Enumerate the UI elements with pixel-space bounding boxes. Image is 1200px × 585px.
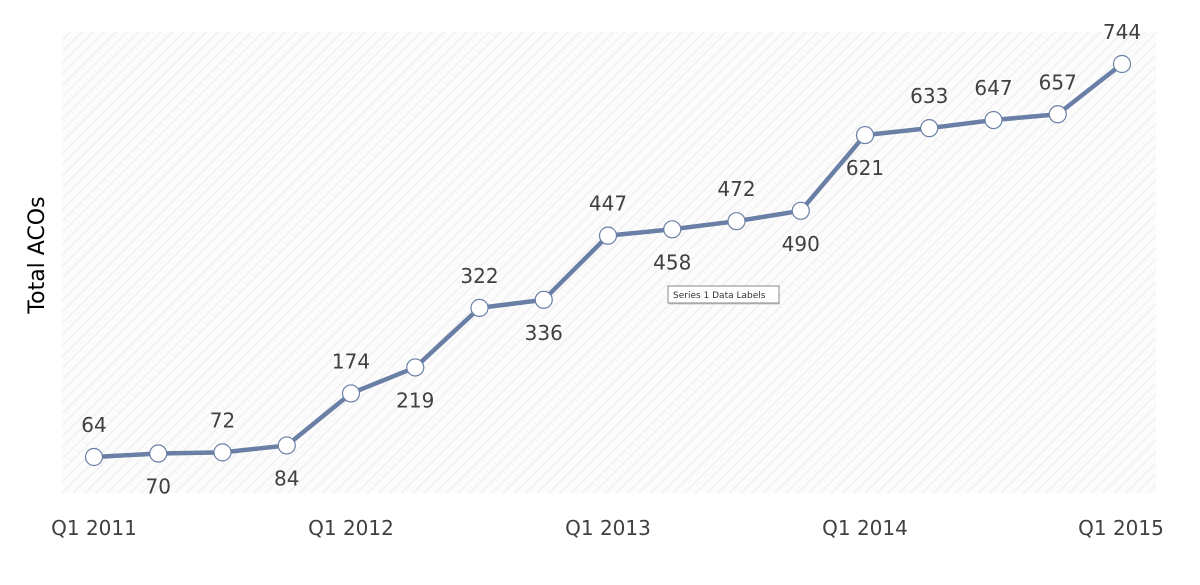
data-point[interactable] (406, 358, 425, 377)
data-point[interactable] (920, 119, 939, 138)
data-point[interactable] (84, 447, 104, 467)
data-point[interactable] (791, 201, 810, 220)
data-label: 219 (396, 388, 434, 412)
data-label: 657 (1039, 70, 1077, 94)
x-axis-ticks: Q1 2011 Q1 2012 Q1 2013 Q1 2014 Q1 2015 (51, 516, 1164, 540)
data-labels-tooltip: Series 1 Data Labels (667, 285, 780, 305)
data-point[interactable] (1112, 54, 1132, 74)
x-tick-label: Q1 2014 (822, 516, 908, 540)
data-label: 72 (210, 408, 235, 432)
data-point[interactable] (727, 212, 746, 231)
data-label: 64 (81, 413, 106, 437)
data-point[interactable] (470, 298, 489, 317)
x-tick-label: Q1 2011 (51, 516, 137, 540)
data-label: 621 (846, 156, 884, 180)
plot-area (62, 32, 1156, 493)
data-point[interactable] (277, 436, 296, 455)
data-label: 336 (525, 321, 563, 345)
data-label: 490 (782, 232, 820, 256)
tooltip-text: Series 1 Data Labels (673, 291, 766, 301)
data-label: 322 (460, 264, 498, 288)
x-tick-label: Q1 2012 (308, 516, 394, 540)
data-label: 84 (274, 466, 299, 490)
data-point[interactable] (663, 220, 682, 239)
data-point[interactable] (984, 110, 1003, 130)
x-tick-label: Q1 2013 (565, 516, 651, 540)
y-axis-label: Total ACOs (25, 196, 50, 314)
data-label: 647 (974, 76, 1012, 100)
data-labels: 64 70 72 84 174 219 322 336 447 458 472 490 621 633 64… (81, 20, 1141, 499)
data-point[interactable] (341, 384, 361, 403)
x-tick-label: Q1 2015 (1078, 516, 1164, 540)
series-markers[interactable] (84, 54, 1132, 467)
data-label: 472 (717, 177, 755, 201)
data-label: 447 (589, 192, 627, 216)
data-point[interactable] (213, 443, 232, 462)
data-label: 633 (910, 84, 948, 108)
data-point[interactable] (855, 125, 875, 145)
data-point[interactable] (534, 290, 553, 309)
data-label: 458 (653, 250, 691, 274)
data-point[interactable] (598, 226, 618, 245)
data-label: 744 (1103, 20, 1141, 44)
data-label: 70 (146, 475, 171, 499)
data-point[interactable] (149, 444, 168, 463)
data-point[interactable] (1048, 105, 1067, 124)
data-label: 174 (332, 349, 370, 373)
